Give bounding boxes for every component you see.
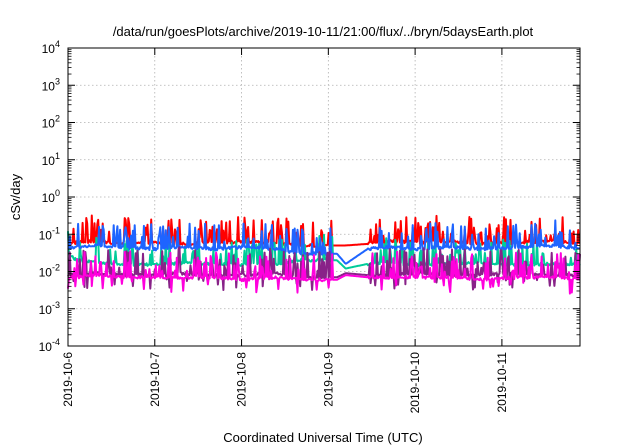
chart-title: /data/run/goesPlots/archive/2019-10-11/2… [113, 24, 534, 39]
y-tick-label: 102 [42, 114, 60, 131]
y-tick-label: 10-4 [39, 337, 60, 354]
x-tick-label: 2019-10-6 [61, 352, 75, 407]
y-tick-label: 100 [42, 188, 60, 205]
x-axis-label: Coordinated Universal Time (UTC) [223, 430, 422, 445]
series-line-4 [67, 250, 581, 295]
x-tick-label: 2019-10-8 [235, 352, 249, 407]
x-tick-label: 2019-10-10 [408, 352, 422, 414]
series-line-2 [67, 219, 581, 265]
grid [68, 48, 580, 346]
y-tick-label: 10-2 [39, 263, 60, 280]
y-axis: 10-4 10-3 10-2 10-1 100 101 102 103 104 [39, 39, 580, 354]
series-line-1 [67, 231, 581, 270]
series-layer [67, 214, 581, 295]
x-tick-label: 2019-10-7 [148, 352, 162, 407]
x-axis: 2019-10-6 2019-10-7 2019-10-8 2019-10-9 2019… [61, 48, 509, 413]
y-axis-label: cSv/day [8, 173, 23, 220]
x-tick-label: 2019-10-11 [495, 352, 509, 413]
y-tick-label: 101 [42, 151, 60, 168]
series-line-3 [67, 246, 581, 291]
y-tick-label: 10-1 [39, 225, 60, 242]
y-tick-label: 104 [42, 39, 60, 56]
y-tick-label: 103 [42, 76, 60, 93]
y-tick-label: 10-3 [39, 300, 60, 317]
x-tick-label: 2019-10-9 [321, 352, 335, 407]
